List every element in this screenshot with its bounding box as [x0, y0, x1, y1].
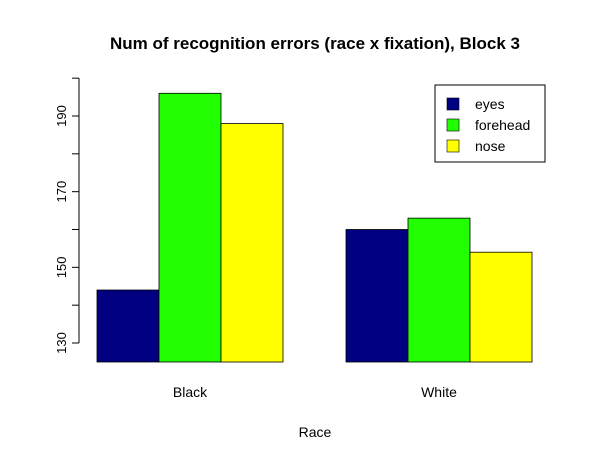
- bar-eyes-white: [345, 229, 409, 363]
- bars: [96, 92, 533, 363]
- legend: eyes forehead nose: [434, 84, 546, 163]
- chart-title: Num of recognition errors (race x fixati…: [110, 34, 520, 53]
- bar-eyes-black: [96, 289, 160, 363]
- legend-label-nose: nose: [475, 138, 506, 154]
- x-tick-labels: Black White: [173, 384, 457, 400]
- y-tick-label: 150: [54, 256, 69, 278]
- y-tick-label: 170: [54, 181, 69, 203]
- bar-forehead-white: [407, 217, 471, 363]
- legend-label-eyes: eyes: [475, 96, 505, 112]
- bar-nose-black: [220, 123, 284, 363]
- y-tick-label: 130: [54, 332, 69, 354]
- legend-label-forehead: forehead: [475, 117, 530, 133]
- y-axis: 130 150 170 190: [54, 77, 80, 354]
- x-tick-label-white: White: [421, 384, 457, 400]
- x-axis-label: Race: [299, 424, 332, 440]
- bar-forehead-black: [158, 92, 222, 363]
- y-tick-label: 190: [54, 105, 69, 127]
- legend-swatch-forehead: [446, 118, 460, 132]
- x-tick-label-black: Black: [173, 384, 208, 400]
- legend-swatch-eyes: [446, 97, 460, 111]
- legend-swatch-nose: [446, 139, 460, 153]
- bar-nose-white: [469, 251, 533, 363]
